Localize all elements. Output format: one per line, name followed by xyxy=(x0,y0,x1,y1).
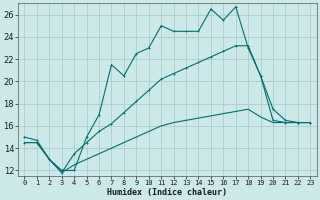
X-axis label: Humidex (Indice chaleur): Humidex (Indice chaleur) xyxy=(108,188,228,197)
